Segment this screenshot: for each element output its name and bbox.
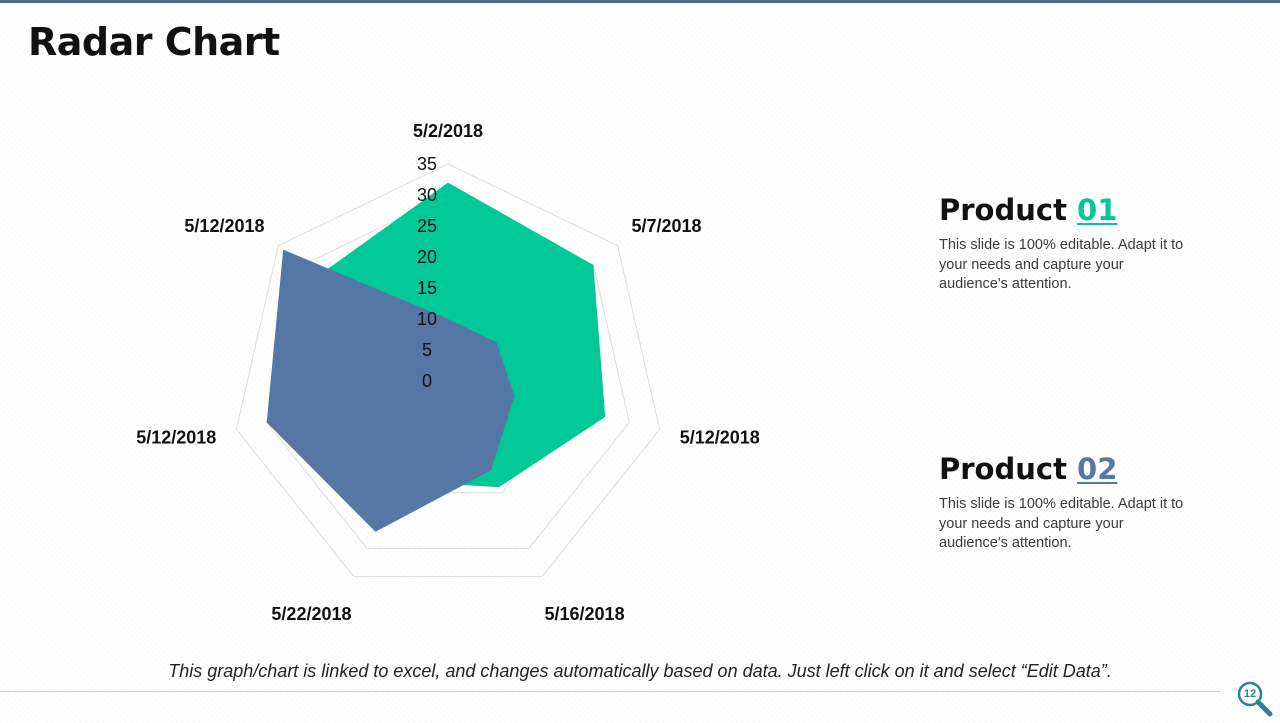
page-number: 12	[1243, 688, 1257, 700]
radar-category-labels: 5/2/2018 5/7/2018 5/12/2018 5/16/2018 5/22/2…	[136, 121, 760, 624]
magnifier-icon	[1237, 681, 1273, 717]
radar-category-label: 5/12/2018	[184, 216, 264, 236]
slide-title: Radar Chart	[28, 20, 280, 64]
radar-gridline-35	[235, 163, 661, 577]
bottom-divider	[0, 691, 1220, 692]
radar-tick-label: 35	[417, 154, 437, 174]
radar-category-label: 5/12/2018	[680, 428, 760, 448]
product-02-block: Product 02 This slide is 100% editable. …	[939, 452, 1189, 554]
radar-category-label: 5/16/2018	[545, 604, 625, 624]
product-01-description: This slide is 100% editable. Adapt it to…	[939, 237, 1184, 292]
radar-tick-label: 0	[422, 371, 432, 391]
radar-category-label: 5/7/2018	[632, 216, 702, 236]
radar-chart[interactable]: 0 5 10 15 20 25 30 35 5/2/2018 5/7/2018 5/12/2018…	[0, 0, 900, 640]
product-01-label: Product	[939, 193, 1067, 227]
radar-series-2[interactable]	[266, 249, 515, 532]
radar-tick-label: 15	[417, 278, 437, 298]
product-01-number: 01	[1077, 193, 1118, 227]
radar-category-label: 5/2/2018	[413, 121, 483, 141]
radar-tick-label: 25	[417, 216, 437, 236]
top-accent-bar	[0, 0, 1280, 3]
radar-tick-label: 30	[417, 185, 437, 205]
radar-tick-label: 5	[422, 340, 432, 360]
radar-tick-label: 10	[417, 309, 437, 329]
product-01-title: Product 01	[939, 193, 1189, 227]
radar-category-label: 5/12/2018	[136, 428, 216, 448]
product-01-block: Product 01 This slide is 100% editable. …	[939, 193, 1189, 295]
product-02-number: 02	[1077, 452, 1118, 486]
radar-radial-ticks: 0 5 10 15 20 25 30 35	[417, 154, 437, 391]
footer-note: This graph/chart is linked to excel, and…	[168, 661, 1112, 681]
radar-tick-label: 20	[417, 247, 437, 267]
product-02-description: This slide is 100% editable. Adapt it to…	[939, 496, 1184, 551]
radar-category-label: 5/22/2018	[271, 604, 351, 624]
product-02-label: Product	[939, 452, 1067, 486]
product-02-title: Product 02	[939, 452, 1189, 486]
page-badge: 12	[1236, 680, 1276, 718]
radar-series[interactable]	[266, 182, 606, 532]
